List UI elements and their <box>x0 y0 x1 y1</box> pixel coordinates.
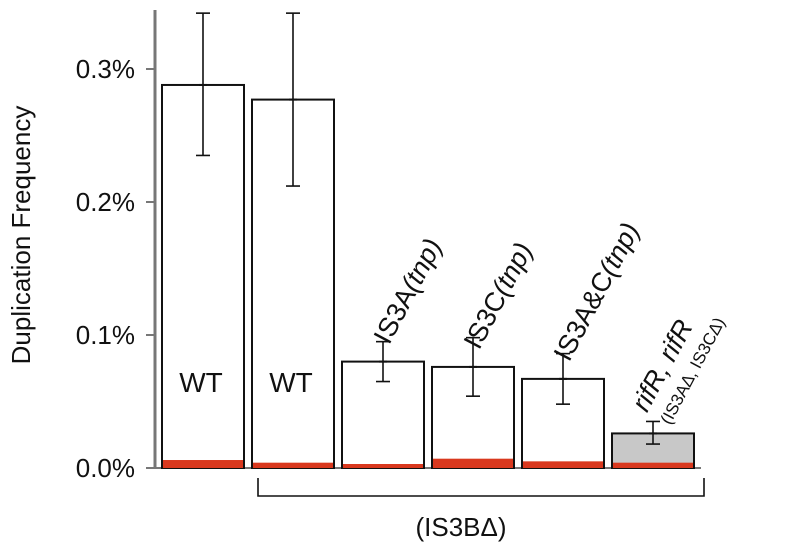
axes <box>153 10 701 469</box>
bar-label: WT <box>269 367 313 398</box>
bar-label: WT <box>179 367 223 398</box>
bar-label: IS3C(tnp) <box>458 238 539 354</box>
bracket-label: (IS3BΔ) <box>415 512 506 542</box>
y-tick-label: 0.2% <box>76 187 135 217</box>
y-tick-label: 0.1% <box>76 320 135 350</box>
bar-label-group: IS3A&C(tnp) <box>548 218 646 366</box>
bar-label-group: IS3A(tnp) <box>368 234 448 349</box>
y-tick-label: 0.3% <box>76 54 135 84</box>
bar-base-segment <box>163 460 243 468</box>
bar-base-segment <box>253 462 333 468</box>
bar-base-segment <box>613 462 693 468</box>
y-ticks: 0.0% 0.1% 0.2% 0.3% <box>76 54 155 483</box>
y-tick-label: 0.0% <box>76 453 135 483</box>
bar-label-group: IS3C(tnp) <box>458 238 539 354</box>
bar-label: IS3A(tnp) <box>368 234 448 349</box>
y-axis-label: Duplication Frequency <box>6 106 36 365</box>
bar-base-segment <box>523 461 603 468</box>
bar-base-segment <box>433 458 513 468</box>
bar-label-group: rifR, rifR(IS3AΔ, IS3CΔ) <box>626 314 729 427</box>
group-bracket: (IS3BΔ) <box>257 478 705 542</box>
bars <box>161 12 695 470</box>
bar-label: IS3A&C(tnp) <box>548 218 646 366</box>
bracket-line <box>257 478 705 497</box>
bar-base-segment <box>343 464 423 468</box>
